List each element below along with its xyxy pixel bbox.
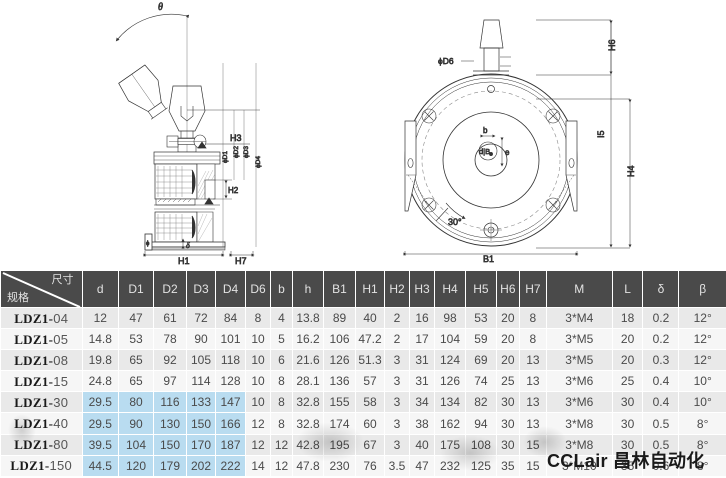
svg-text:H3: H3 xyxy=(230,133,242,143)
svg-text:ϕD6: ϕD6 xyxy=(438,56,454,66)
svg-text:H7: H7 xyxy=(235,256,247,266)
svg-text:d|B: d|B xyxy=(479,147,490,156)
svg-text:δ: δ xyxy=(186,241,190,250)
svg-text:B1: B1 xyxy=(483,254,494,264)
svg-text:e: e xyxy=(505,148,510,157)
svg-text:H4: H4 xyxy=(626,165,636,177)
svg-text:H2: H2 xyxy=(228,186,239,195)
svg-text:30°: 30° xyxy=(448,217,462,227)
svg-text:ϕD3: ϕD3 xyxy=(243,146,250,158)
svg-text:θ: θ xyxy=(158,2,163,13)
svg-text:H1: H1 xyxy=(178,256,190,266)
svg-text:ϕD1: ϕD1 xyxy=(222,151,229,163)
svg-text:b: b xyxy=(483,126,488,135)
svg-text:ϕD4: ϕD4 xyxy=(255,156,262,168)
svg-text:ϕD2: ϕD2 xyxy=(233,146,240,158)
svg-text:H6: H6 xyxy=(607,39,617,51)
svg-text:I5: I5 xyxy=(596,130,606,138)
